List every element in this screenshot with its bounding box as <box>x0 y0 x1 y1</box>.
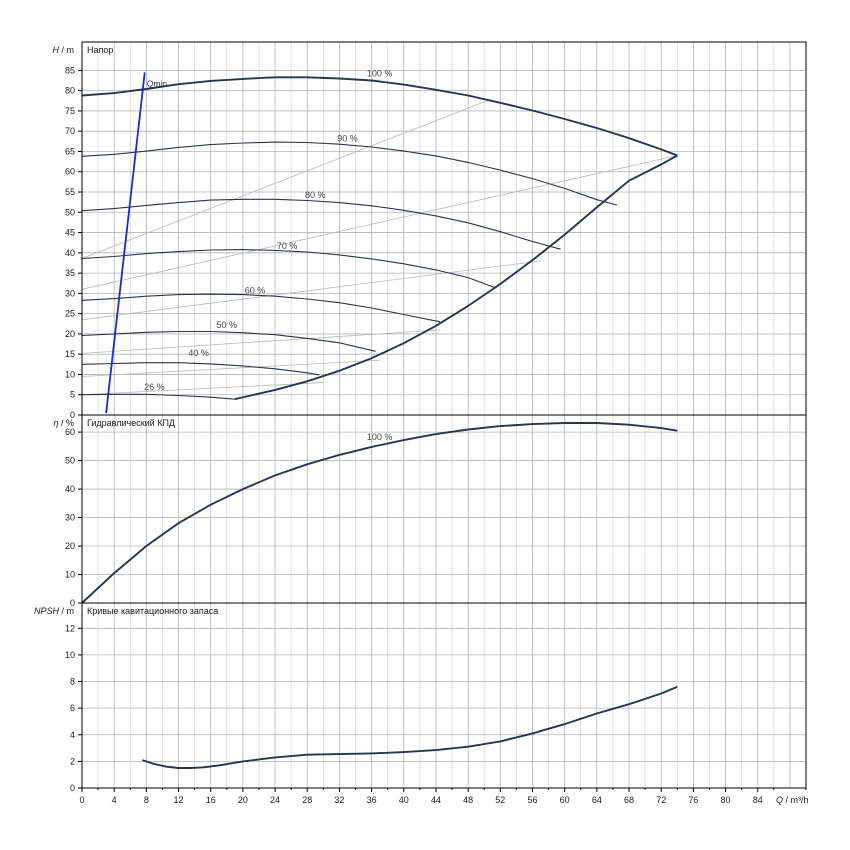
iso-efficiency-line <box>81 359 380 377</box>
efficiency-ytick-label: 10 <box>65 570 75 580</box>
npsh-ytick-label: 4 <box>70 730 75 740</box>
head-ytick-label: 80 <box>65 86 75 96</box>
efficiency-ytick-label: 0 <box>70 598 75 608</box>
xtick-label: 68 <box>624 795 634 805</box>
head-ytick-label: 50 <box>65 207 75 217</box>
efficiency-ytick-label: 30 <box>65 513 75 523</box>
npsh-ytick-label: 6 <box>70 703 75 713</box>
efficiency-title: Гидравлический КПД <box>87 418 175 428</box>
xtick-label: 8 <box>144 795 149 805</box>
head-ytick-label: 75 <box>65 106 75 116</box>
iso-efficiency-line <box>81 329 441 354</box>
iso-efficiency-line <box>81 382 324 396</box>
npsh-ytick-label: 10 <box>65 650 75 660</box>
head-ytick-label: 35 <box>65 268 75 278</box>
head-title: Напор <box>87 45 113 55</box>
head-frame <box>81 41 807 416</box>
iso-efficiency-line <box>81 260 541 321</box>
xtick-label: 32 <box>334 795 344 805</box>
npsh-ylabel: NPSH / m <box>34 606 74 616</box>
npsh-title: Кривые кавитационного запаса <box>87 606 218 616</box>
head-ylabel: H / m <box>53 45 75 55</box>
head-ytick-label: 10 <box>65 369 75 379</box>
efficiency-ytick-label: 20 <box>65 541 75 551</box>
head-ytick-label: 65 <box>65 146 75 156</box>
head-series-label: 70 % <box>277 241 298 251</box>
head-series-line <box>81 362 320 376</box>
xtick-label: 84 <box>753 795 763 805</box>
xtick-label: 76 <box>688 795 698 805</box>
xtick-label: 24 <box>270 795 280 805</box>
head-series-line <box>81 198 561 250</box>
grid-layer <box>81 42 807 789</box>
x-axis-label: Q / m³/h <box>776 795 809 805</box>
head-ytick-label: 60 <box>65 167 75 177</box>
head-ytick-label: 20 <box>65 329 75 339</box>
npsh-frame <box>81 602 807 789</box>
xtick-label: 12 <box>174 795 184 805</box>
npsh-ytick-label: 8 <box>70 677 75 687</box>
iso-lines-layer <box>81 98 678 396</box>
npsh-ytick-label: 2 <box>70 756 75 766</box>
head-ytick-label: 15 <box>65 349 75 359</box>
iso-efficiency-line <box>81 98 493 259</box>
efficiency-ytick-label: 40 <box>65 484 75 494</box>
xtick-label: 48 <box>463 795 473 805</box>
head-series-label: 80 % <box>305 190 326 200</box>
npsh-ytick-label: 0 <box>70 783 75 793</box>
qmin-label: Qmin <box>147 79 168 89</box>
curves-layer <box>81 72 678 769</box>
head-ytick-label: 45 <box>65 228 75 238</box>
iso-efficiency-line <box>81 155 678 290</box>
head-ytick-label: 25 <box>65 309 75 319</box>
head-series-label: 100 % <box>367 68 393 78</box>
head-ytick-label: 70 <box>65 126 75 136</box>
head-ytick-label: 30 <box>65 288 75 298</box>
head-series-label: 50 % <box>217 320 238 330</box>
axes-layer <box>78 41 807 792</box>
head-series-line <box>81 330 376 352</box>
head-ytick-label: 0 <box>70 410 75 420</box>
efficiency-series-label: 100 % <box>367 432 393 442</box>
efficiency-ytick-label: 50 <box>65 456 75 466</box>
xtick-label: 64 <box>592 795 602 805</box>
head-ytick-label: 55 <box>65 187 75 197</box>
efficiency-ylabel: η / % <box>53 418 74 428</box>
head-series-line <box>81 249 497 289</box>
head-series-label: 26 % <box>144 382 165 392</box>
xtick-label: 44 <box>431 795 441 805</box>
xtick-label: 52 <box>495 795 505 805</box>
head-series-line <box>81 293 441 323</box>
xtick-label: 40 <box>399 795 409 805</box>
npsh-series-line <box>142 685 678 769</box>
head-ytick-label: 40 <box>65 248 75 258</box>
head-ytick-label: 5 <box>70 390 75 400</box>
xtick-label: 60 <box>560 795 570 805</box>
head-series-label: 60 % <box>245 285 266 295</box>
head-series-label: 40 % <box>188 348 209 358</box>
xtick-label: 0 <box>79 795 84 805</box>
xtick-label: 28 <box>302 795 312 805</box>
efficiency-ytick-label: 60 <box>65 427 75 437</box>
efficiency-series-line <box>81 422 678 604</box>
head-ytick-label: 85 <box>65 65 75 75</box>
xtick-label: 16 <box>206 795 216 805</box>
head-series-line <box>81 76 678 157</box>
xtick-label: 36 <box>367 795 377 805</box>
xtick-label: 4 <box>112 795 117 805</box>
xtick-label: 20 <box>238 795 248 805</box>
qmin-line <box>105 72 146 414</box>
xtick-label: 72 <box>656 795 666 805</box>
xtick-label: 80 <box>721 795 731 805</box>
xtick-label: 56 <box>527 795 537 805</box>
head-series-line <box>81 141 618 206</box>
head-series-label: 90 % <box>337 133 358 143</box>
boundary-curve <box>234 154 678 401</box>
npsh-ytick-label: 12 <box>65 623 75 633</box>
